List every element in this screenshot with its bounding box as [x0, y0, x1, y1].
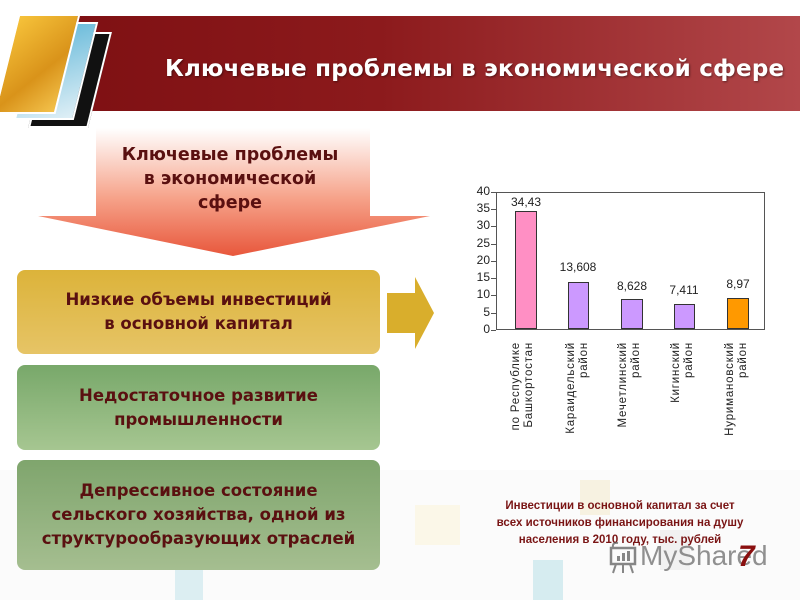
chart-bar [515, 211, 537, 329]
x-category-label: Нуримановский район [724, 342, 758, 452]
y-tick-mark [491, 192, 496, 193]
chart-bar [568, 282, 589, 329]
bar-value-label: 7,411 [669, 283, 699, 297]
y-tick-mark [491, 226, 496, 227]
y-tick-label: 35 [476, 201, 490, 215]
problem-box-industry: Недостаточное развитие промышленности [17, 365, 380, 450]
investment-bar-chart: 34,43 13,608 8,628 7,411 8,97 40 35 30 2… [450, 180, 780, 470]
caption-line: Инвестиции в основной капитал за счет [505, 500, 735, 512]
chart-bar [674, 304, 695, 329]
y-tick-label: 40 [476, 184, 490, 198]
bar-value-label: 8,97 [726, 277, 750, 291]
x-category-label: Мечетлинский район [617, 342, 651, 452]
x-category-label: Кигинский район [670, 342, 704, 452]
caption-line: населения в 2010 году, тыс. рублей [518, 534, 722, 546]
y-tick-mark [491, 330, 496, 331]
down-arrow-line: в экономической [143, 169, 317, 189]
chart-bar [727, 298, 749, 329]
problem-text: Депрессивное состояние [79, 481, 318, 500]
slide-title: Ключевые проблемы в экономической сфере [165, 56, 785, 82]
x-label-line: район [578, 342, 590, 378]
x-label-line: район [737, 342, 749, 378]
x-label-line: район [683, 342, 695, 378]
x-label-line: Башкортостан [523, 342, 535, 428]
y-tick-mark [491, 295, 496, 296]
y-tick-mark [491, 261, 496, 262]
down-arrow-label: Ключевые проблемы в экономической сфере [90, 143, 370, 215]
x-label-line: Мечетлинский [617, 342, 629, 428]
y-tick-label: 30 [476, 218, 490, 232]
y-tick-mark [491, 313, 496, 314]
slide-header: Ключевые проблемы в экономической сфере [35, 16, 800, 111]
down-arrow-shape [38, 128, 430, 256]
watermark-text: MyShared [640, 540, 768, 571]
x-label-line: Кигинский [670, 342, 682, 403]
problem-text: промышленности [114, 409, 283, 429]
y-tick-mark [491, 278, 496, 279]
caption-line: всех источников финансирования на душу [496, 517, 744, 529]
down-arrow-line: Ключевые проблемы [121, 145, 339, 165]
page-number: 7 [738, 540, 755, 573]
chart-caption: Инвестиции в основной капитал за счет вс… [470, 498, 770, 549]
bar-value-label: 8,628 [616, 279, 648, 293]
x-category-label: по Республике Башкортостан [510, 342, 544, 452]
bar-value-label: 34,43 [510, 195, 542, 209]
y-tick-label: 20 [476, 253, 490, 267]
y-tick-mark [491, 244, 496, 245]
y-tick-label: 10 [476, 287, 490, 301]
chart-plot-area: 34,43 13,608 8,628 7,411 8,97 [496, 192, 765, 330]
problem-text: сельского хозяйства, одной из [51, 505, 346, 524]
x-category-label: Караидельский район [565, 342, 599, 452]
header-logo-image [0, 14, 112, 128]
y-tick-label: 25 [476, 236, 490, 250]
x-label-line: Караидельский [565, 342, 577, 434]
problem-box-investment: Низкие объемы инвестиций в основной капи… [17, 270, 380, 354]
y-tick-label: 15 [476, 270, 490, 284]
y-tick-mark [491, 209, 496, 210]
y-tick-label: 0 [483, 322, 490, 336]
bar-value-label: 13,608 [559, 260, 597, 274]
y-tick-label: 5 [483, 305, 490, 319]
down-arrow-line: сфере [197, 193, 262, 213]
problem-box-agriculture: Депрессивное состояние сельского хозяйст… [17, 460, 380, 570]
problem-text: структурообразующих отраслей [41, 529, 356, 548]
right-arrow-icon [387, 277, 434, 349]
presentation-board-icon [609, 541, 637, 574]
x-label-line: Нуримановский [724, 342, 736, 436]
chart-bar [621, 299, 643, 329]
problem-text: Низкие объемы инвестиций [65, 290, 332, 309]
x-label-line: район [630, 342, 642, 378]
problem-text: Недостаточное развитие [79, 385, 318, 405]
problem-text: в основной капитал [104, 314, 293, 333]
x-label-line: по Республике [510, 342, 522, 431]
